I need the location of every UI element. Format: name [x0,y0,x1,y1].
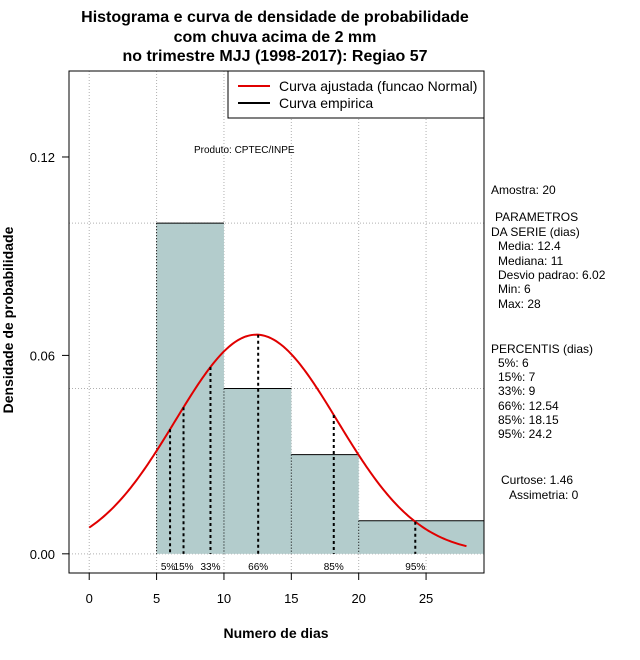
credit-label: Produto: CPTEC/INPE [194,145,295,156]
stat-media: Media: 12.4 [498,239,561,253]
percentil-66: 66%: 12.54 [498,399,559,413]
params-title-1: PARAMETROS [495,210,578,224]
y-tick-label-2: 0.12 [30,150,55,165]
histogram-bar-1 [223,388,292,554]
sample-size: Amostra: 20 [491,183,556,197]
stat-desvio: Desvio padrao: 6.02 [498,268,606,282]
percentile-label-1: 15% [174,562,194,573]
legend-normal-label: Curva ajustada (funcao Normal) [279,78,477,94]
percentil-95: 95%: 24.2 [498,427,552,441]
stat-min: Min: 6 [498,282,531,296]
x-tick-label-3: 15 [284,591,298,606]
x-tick-label-1: 5 [153,591,160,606]
x-tick-label-2: 10 [217,591,231,606]
params-title-2: DA SERIE (dias) [491,225,580,239]
histogram-bars [156,222,484,554]
chart-title-line-1: Histograma e curva de densidade de proba… [81,9,469,26]
y-tick-label-1: 0.06 [30,348,55,363]
percentile-label-0: 5% [161,562,176,573]
chart-title-line-2: com chuva acima de 2 mm [174,29,377,46]
stat-mediana: Mediana: 11 [498,254,563,268]
percentil-85: 85%: 18.15 [498,413,559,427]
percentile-label-2: 33% [200,562,220,573]
x-tick-label-4: 20 [351,591,365,606]
assimetria: Assimetria: 0 [509,488,579,502]
percentile-label-4: 85% [324,562,344,573]
y-axis: 0.00 0.06 0.12 [30,150,69,562]
x-tick-label-5: 25 [419,591,433,606]
percentile-markers: 5%15% 33% 66% 85% 95% [161,334,425,573]
legend-empirical-label: Curva empirica [279,95,373,111]
histogram-bar-2 [291,454,359,554]
x-axis-title: Numero de dias [223,625,328,641]
normal-curve-layer [88,333,467,548]
legend-box [227,70,485,119]
x-tick-label-0: 0 [86,591,93,606]
percentil-15: 15%: 7 [498,370,536,384]
stat-max: Max: 28 [498,297,541,311]
percentil-5: 5%: 6 [498,356,529,370]
x-axis: 0 5 10 15 20 25 [86,572,433,606]
y-tick-label-0: 0.00 [30,547,55,562]
percentil-33: 33%: 9 [498,384,536,398]
chart-title-line-3: no trimestre MJJ (1998-2017): Regiao 57 [122,48,427,65]
percentis-title: PERCENTIS (dias) [491,342,593,356]
legend: Curva ajustada (funcao Normal) Curva emp… [227,70,485,119]
stats-panel: Amostra: 20 PARAMETROS DA SERIE (dias) M… [491,183,606,502]
normal-curve [88,333,467,548]
histogram-bar-0 [156,223,224,554]
percentile-label-5: 95% [405,562,425,573]
percentile-label-3: 66% [248,562,268,573]
curtose: Curtose: 1.46 [501,473,573,487]
y-axis-title: Densidade de probabilidade [0,226,16,413]
